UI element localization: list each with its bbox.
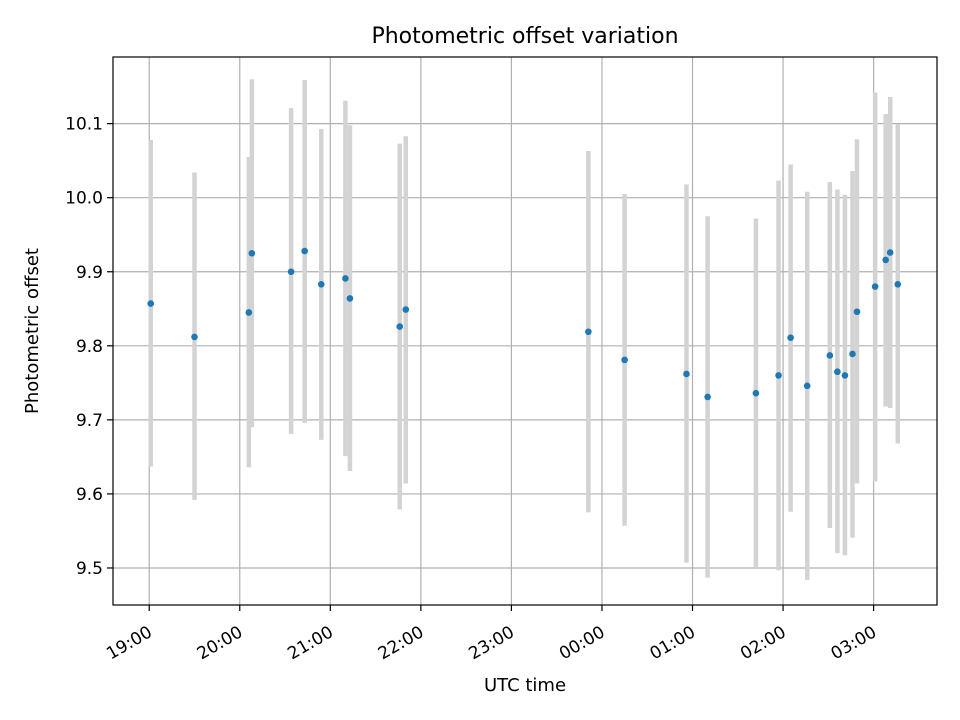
data-points bbox=[147, 247, 902, 401]
data-point bbox=[342, 275, 349, 282]
data-point bbox=[346, 295, 354, 302]
y-tick-label: 9.5 bbox=[76, 559, 103, 579]
data-point bbox=[683, 370, 690, 378]
y-tick-label: 10.1 bbox=[65, 115, 103, 135]
data-point bbox=[287, 268, 295, 276]
data-point bbox=[894, 281, 902, 288]
data-point bbox=[317, 281, 325, 288]
y-tick-label: 9.8 bbox=[76, 337, 103, 357]
data-point bbox=[245, 309, 253, 316]
data-point bbox=[396, 323, 404, 330]
data-point bbox=[849, 350, 856, 358]
x-axis-title: UTC time bbox=[484, 675, 566, 696]
y-tick-label: 10.0 bbox=[65, 189, 103, 209]
data-point bbox=[826, 352, 834, 359]
y-tick-label: 9.7 bbox=[76, 411, 103, 431]
data-point bbox=[248, 249, 256, 257]
y-tick-label: 9.9 bbox=[76, 263, 103, 283]
data-point bbox=[775, 372, 782, 379]
data-point bbox=[834, 368, 841, 376]
data-point bbox=[585, 328, 592, 336]
data-point bbox=[787, 334, 794, 341]
chart-title: Photometric offset variation bbox=[371, 24, 678, 49]
data-point bbox=[621, 356, 628, 364]
y-tick-label: 9.6 bbox=[76, 485, 103, 505]
data-point bbox=[853, 308, 861, 316]
data-point bbox=[841, 372, 849, 379]
data-point bbox=[147, 300, 155, 307]
data-point bbox=[191, 333, 198, 341]
data-point bbox=[882, 256, 889, 264]
data-point bbox=[871, 283, 879, 290]
data-point bbox=[402, 306, 410, 313]
data-point bbox=[752, 389, 760, 397]
plot-frame bbox=[112, 56, 938, 606]
data-point bbox=[886, 249, 894, 256]
data-point bbox=[704, 393, 711, 401]
data-point bbox=[301, 247, 308, 255]
y-axis-title: Photometric offset bbox=[22, 248, 43, 414]
data-point bbox=[803, 382, 811, 390]
